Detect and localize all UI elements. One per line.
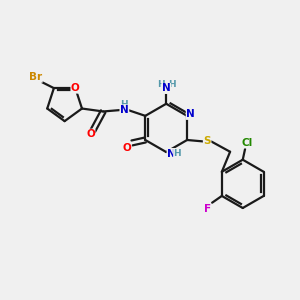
Text: O: O <box>71 83 80 93</box>
Text: O: O <box>86 129 95 139</box>
Text: H: H <box>121 100 128 109</box>
Text: H: H <box>168 80 175 89</box>
Text: Cl: Cl <box>242 138 253 148</box>
Text: Br: Br <box>29 72 42 82</box>
Text: N: N <box>120 105 129 115</box>
Text: N: N <box>162 83 171 94</box>
Text: S: S <box>203 136 211 146</box>
Text: F: F <box>204 204 211 214</box>
Text: N: N <box>167 148 176 158</box>
Text: H: H <box>174 149 181 158</box>
Text: N: N <box>186 110 195 119</box>
Text: O: O <box>122 143 131 153</box>
Text: H: H <box>157 80 165 89</box>
